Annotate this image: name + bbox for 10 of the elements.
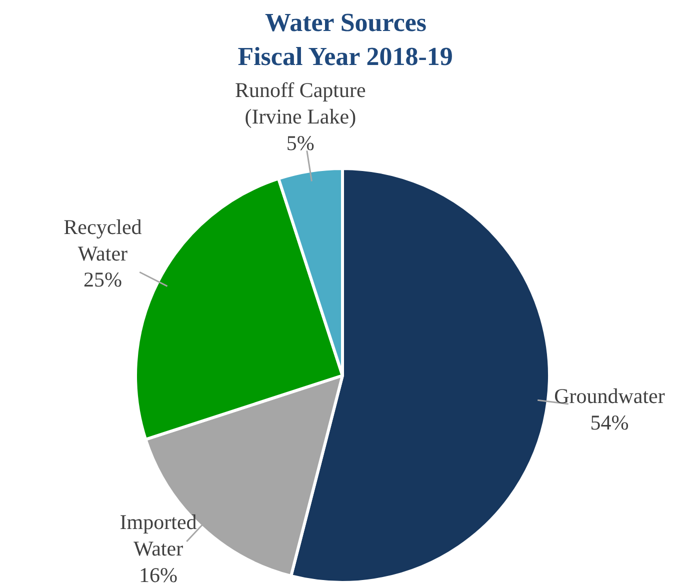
data-label: 16% bbox=[139, 562, 178, 587]
chart-title: Water Sources bbox=[265, 8, 427, 37]
slice-label: Groundwater bbox=[554, 384, 665, 408]
data-label: 54% bbox=[590, 410, 629, 434]
chart-subtitle: Fiscal Year 2018-19 bbox=[238, 42, 453, 71]
slice-label: Runoff Capture (Irvine Lake) bbox=[234, 78, 366, 128]
data-label: 25% bbox=[83, 268, 122, 292]
slice-label: Imported Water bbox=[120, 510, 198, 560]
slice-label: Recycled Water bbox=[64, 214, 142, 266]
data-label: 5% bbox=[286, 130, 314, 155]
